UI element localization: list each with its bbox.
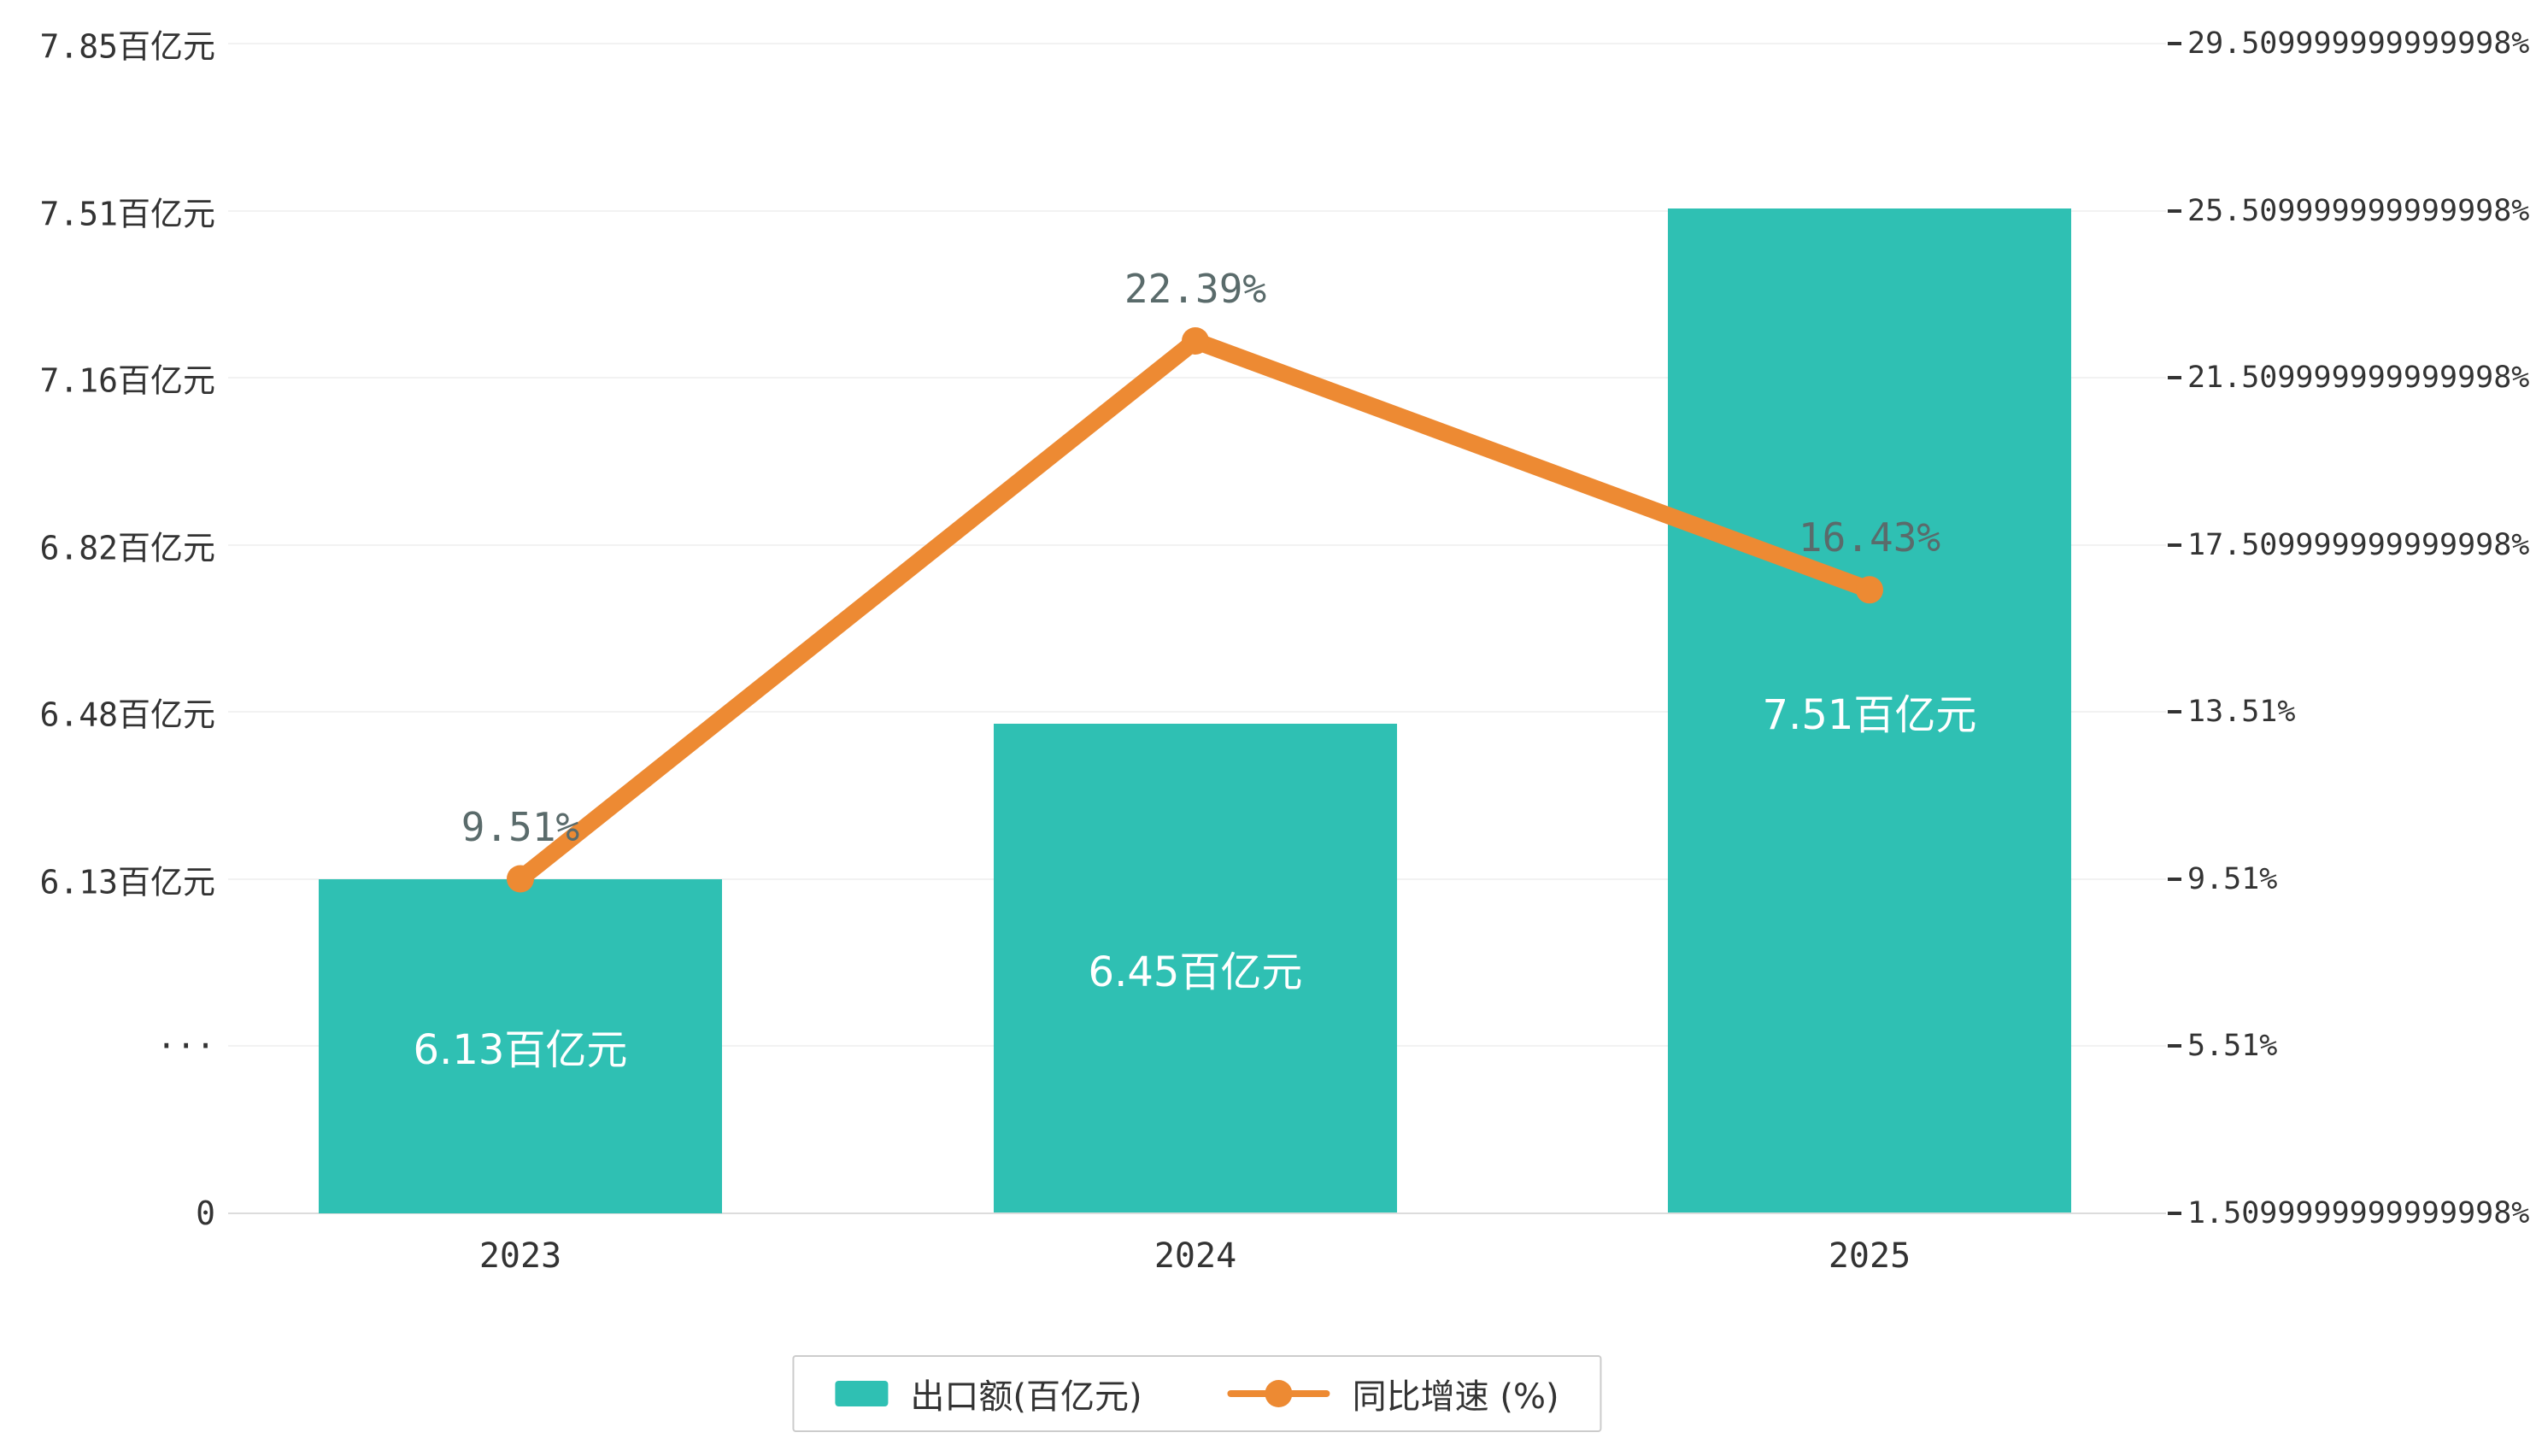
right-axis-tickmark-7 bbox=[2168, 1211, 2181, 1215]
bar-2023[interactable] bbox=[319, 878, 722, 1213]
left-axis-tick-4: 6.48百亿元 bbox=[39, 696, 215, 734]
legend-item-export[interactable]: 出口额(百亿元) bbox=[835, 1369, 1142, 1418]
right-axis-tickmark-5 bbox=[2168, 877, 2181, 881]
right-axis-tick-5: 9.51% bbox=[2187, 861, 2278, 896]
growth-point-2025[interactable] bbox=[1856, 576, 1883, 604]
bar-label-2025: 7.51百亿元 bbox=[1762, 690, 1977, 739]
x-label-2025: 2025 bbox=[1828, 1236, 1911, 1276]
left-axis-tick-7: 0 bbox=[196, 1194, 215, 1232]
grid-line-2 bbox=[228, 377, 2166, 379]
right-axis-tickmark-2 bbox=[2168, 376, 2181, 379]
left-axis-tick-6: ··· bbox=[156, 1027, 215, 1065]
bar-label-2023: 6.13百亿元 bbox=[413, 1026, 628, 1074]
right-axis-tickmark-0 bbox=[2168, 42, 2181, 45]
growth-line[interactable] bbox=[512, 332, 1878, 888]
left-axis-tick-2: 7.16百亿元 bbox=[39, 361, 215, 400]
grid-line-0 bbox=[228, 43, 2166, 44]
left-axis-tick-3: 6.82百亿元 bbox=[39, 529, 215, 567]
grid-line-1 bbox=[228, 209, 2166, 212]
growth-point-label-2023: 9.51% bbox=[461, 803, 580, 850]
growth-point-2024[interactable] bbox=[1182, 326, 1209, 355]
x-label-2024: 2024 bbox=[1154, 1236, 1237, 1276]
legend: 出口额(百亿元) 同比增速 (%) bbox=[792, 1355, 1602, 1432]
legend-item-growth[interactable]: 同比增速 (%) bbox=[1227, 1369, 1559, 1418]
grid-line-4 bbox=[228, 711, 2166, 713]
right-axis-tick-7: 1.5099999999999998% bbox=[2187, 1195, 2530, 1230]
right-axis-tickmark-4 bbox=[2168, 710, 2181, 713]
left-axis-tick-0: 7.85百亿元 bbox=[39, 27, 215, 66]
right-axis-tick-0: 29.509999999999998% bbox=[2187, 26, 2530, 61]
right-axis-tickmark-6 bbox=[2168, 1044, 2181, 1048]
right-axis-tickmark-1 bbox=[2168, 208, 2181, 213]
right-axis-tick-1: 25.509999999999998% bbox=[2187, 193, 2530, 228]
right-axis-tickmark-3 bbox=[2168, 543, 2181, 547]
left-axis-tick-5: 6.13百亿元 bbox=[39, 863, 215, 901]
growth-point-2023[interactable] bbox=[507, 865, 534, 893]
growth-point-label-2025: 16.43% bbox=[1798, 514, 1941, 561]
bar-label-2024: 6.45百亿元 bbox=[1088, 948, 1303, 997]
grid-line-3 bbox=[228, 543, 2166, 546]
right-axis-tick-4: 13.51% bbox=[2187, 695, 2296, 729]
line-series-marker bbox=[1227, 1380, 1330, 1407]
x-label-2023: 2023 bbox=[478, 1236, 562, 1276]
legend-label-growth: 同比增速 (%) bbox=[1352, 1377, 1559, 1417]
right-axis-tick-6: 5.51% bbox=[2187, 1029, 2278, 1063]
bar-series-swatch bbox=[835, 1381, 889, 1406]
grid-line-7 bbox=[228, 1212, 2166, 1214]
right-axis-tick-2: 21.509999999999998% bbox=[2187, 361, 2530, 395]
bar-2025[interactable] bbox=[1668, 208, 2071, 1213]
left-axis-tick-1: 7.51百亿元 bbox=[39, 195, 215, 232]
right-axis-tick-3: 17.509999999999998% bbox=[2187, 527, 2530, 562]
bar-2024[interactable] bbox=[994, 723, 1397, 1213]
growth-point-label-2024: 22.39% bbox=[1124, 265, 1267, 312]
line-marker-dot bbox=[1265, 1380, 1293, 1407]
legend-label-export: 出口额(百亿元) bbox=[910, 1377, 1142, 1417]
